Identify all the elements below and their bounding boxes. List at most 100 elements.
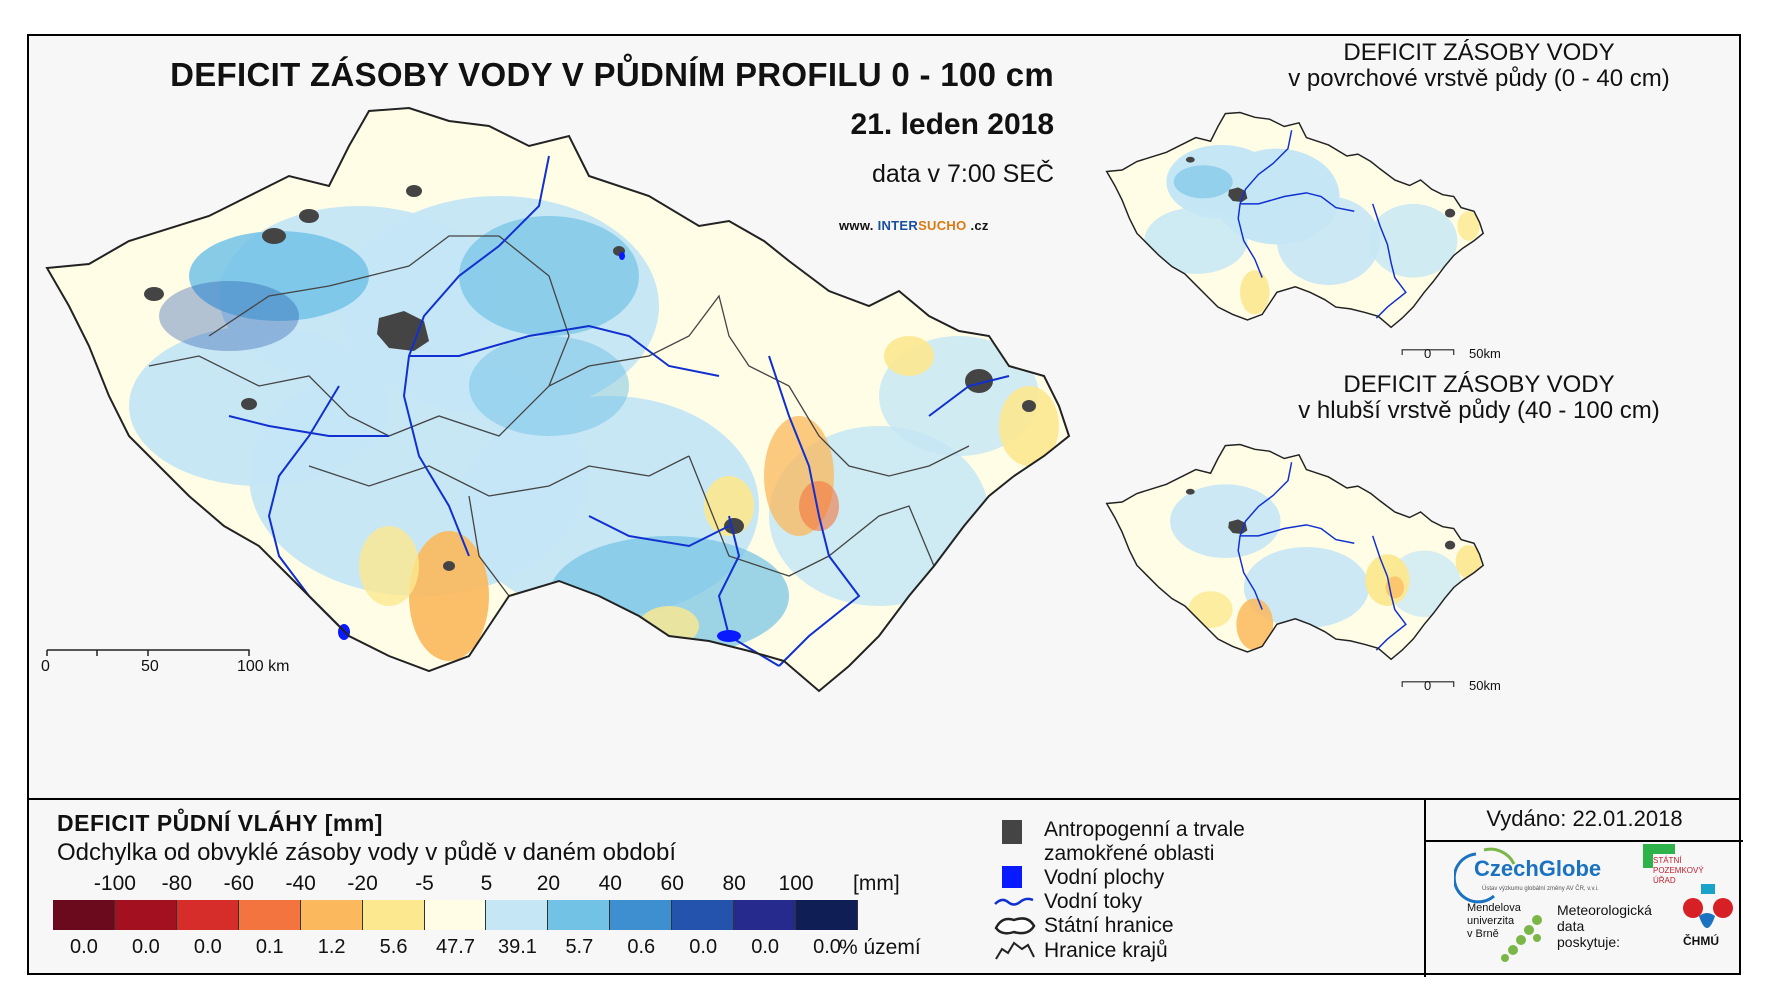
legend-swatch (238, 900, 301, 930)
legend-class-break: -5 (415, 872, 434, 895)
water-body-swatch-icon (1002, 866, 1022, 888)
legend-regional-border-label: Hranice krajů (1044, 939, 1168, 962)
deficit-areas (129, 196, 1059, 661)
legend-pct-value: 0.1 (255, 936, 284, 958)
main-scalebar-label-0: 0 (41, 658, 50, 675)
mendelu-logo-line3: v Brně (1467, 928, 1499, 940)
chmu-logo-icon (1683, 884, 1733, 928)
chmu-logo-text: ČHMÚ (1683, 934, 1719, 948)
spu-logo-line1: STÁTNÍ (1653, 856, 1682, 865)
legend-class-break: -40 (285, 872, 316, 895)
legend-class-break: 100 (778, 872, 814, 895)
legend-rivers-label: Vodní toky (1044, 890, 1143, 913)
mendelu-logo-line2: univerzita (1467, 915, 1515, 927)
website-part-inter: INTER (877, 218, 919, 233)
main-scalebar-label-50: 50 (141, 658, 159, 675)
inset-top-title: DEFICIT ZÁSOBY VODY v povrchové vrstvě p… (1219, 40, 1739, 92)
anthropogenic-swatch-icon (1002, 820, 1022, 844)
legend-swatch (672, 900, 735, 930)
czechglobe-logo-subtitle: Ústav výzkumu globální změny AV ČR, v.v.… (1482, 886, 1599, 892)
inset-bottom-scale-50: 50km (1469, 678, 1501, 693)
main-scalebar (46, 649, 250, 656)
website-part-sucho: SUCHO (918, 218, 967, 233)
legend-swatch (114, 900, 177, 930)
mendelu-dots-icon (1501, 915, 1542, 962)
legend-swatch (300, 900, 363, 930)
inset-bottom-map (1105, 443, 1484, 687)
inset-bottom-title: DEFICIT ZÁSOBY VODY v hlubší vrstvě půdy… (1219, 372, 1739, 424)
main-scalebar-label-100: 100 km (237, 658, 290, 675)
czechglobe-logo: CzechGlobe Ústav výzkumu globální změny … (1452, 844, 1624, 909)
legend-water-bodies-label: Vodní plochy (1044, 866, 1165, 889)
inset-top-map (1105, 111, 1484, 355)
website-prefix: www. (839, 218, 878, 233)
legend-pct-value: 0.0 (689, 936, 718, 958)
spu-logo-line3: ÚŘAD (1653, 876, 1676, 885)
legend-class-break: -100 (93, 872, 136, 895)
website-link[interactable]: www. INTERSUCHO .cz (839, 218, 989, 233)
legend-pct-value: 5.6 (379, 936, 408, 958)
legend-pct-value: 0.0 (193, 936, 222, 958)
legend-divider (29, 798, 1739, 800)
spu-logo-icon (1643, 844, 1675, 868)
legend-class-break: -80 (161, 872, 193, 895)
inset-bottom-title-line1: DEFICIT ZÁSOBY VODY (1343, 371, 1615, 398)
legend-pct-value: 0.0 (131, 936, 160, 958)
issued-underline (1426, 840, 1743, 842)
met-data-line1: Meteorologická (1557, 902, 1652, 918)
map-time-info: data v 7:00 SEČ (871, 160, 1054, 188)
legend-class-break: 60 (660, 872, 684, 895)
spu-logo-text: STÁTNÍ POZEMKOVÝ ÚŘAD (1653, 856, 1704, 886)
legend-state-border: Státní hranice (994, 914, 1174, 938)
inset-bottom-scale-0: 0 (1424, 678, 1432, 693)
chmu-logo: ČHMÚ (1681, 884, 1733, 948)
legend-pct-unit: % území (839, 936, 921, 959)
legend-class-break: 5 (480, 872, 493, 895)
state-border-icon (994, 917, 1036, 935)
main-map (46, 107, 1070, 692)
legend-pct-value: 39.1 (497, 936, 537, 958)
legend-swatch (796, 900, 858, 930)
legend-swatch (362, 900, 425, 930)
legend-water-bodies: Vodní plochy (1002, 866, 1165, 890)
legend-regional-border: Hranice krajů (995, 939, 1168, 963)
legend-unit: [mm] (853, 872, 900, 895)
legend-pct-value: 1.2 (317, 936, 346, 958)
legend-swatch (176, 900, 239, 930)
issued-divider (1424, 798, 1426, 977)
legend-class-break: -60 (223, 872, 254, 895)
met-data-line2: data (1557, 918, 1585, 934)
regional-border-icon (995, 941, 1035, 960)
map-date: 21. leden 2018 (850, 108, 1054, 141)
legend-swatch (548, 900, 611, 930)
legend-subtitle: Odchylka od obvyklé zásoby vody v půdě v… (57, 839, 677, 866)
inset-top-scale-0: 0 (1424, 346, 1432, 361)
map-sheet: 0 50 100 km DEFICIT ZÁSOBY VODY V PŮDNÍM… (27, 34, 1743, 977)
page-title: DEFICIT ZÁSOBY VODY V PŮDNÍM PROFILU 0 -… (170, 56, 1054, 93)
legend-anthropogenic: Antropogenní a trvale zamokřené oblasti (1002, 818, 1245, 866)
legend-pct-value: 47.7 (436, 936, 475, 958)
legend-title: DEFICIT PŮDNÍ VLÁHY [mm] (57, 810, 383, 836)
met-data-line3: poskytuje: (1557, 934, 1621, 950)
legend-pct-value: 0.0 (70, 936, 98, 958)
legend-swatch (486, 900, 549, 930)
legend-swatch (734, 900, 797, 930)
mendelu-logo-text: Mendelova univerzita v Brně (1467, 902, 1521, 941)
legend-swatch (610, 900, 673, 930)
legend-class-break: -20 (347, 872, 378, 895)
legend-class-break: 40 (598, 872, 622, 895)
legend-pct-value: 5.7 (565, 936, 594, 958)
legend-class-break: 80 (722, 872, 746, 895)
spu-logo: STÁTNÍ POZEMKOVÝ ÚŘAD (1641, 842, 1704, 885)
mendelu-logo-line1: Mendelova (1467, 902, 1521, 914)
legend-anthropogenic-line1: Antropogenní a trvale (1044, 818, 1245, 841)
inset-top-title-line2: v povrchové vrstvě půdy (0 - 40 cm) (1288, 65, 1670, 92)
legend-pct-value: 0.0 (813, 936, 841, 958)
legend-colorbar (53, 900, 858, 930)
inset-top-scale-50: 50km (1469, 346, 1501, 361)
legend-rivers: Vodní toky (994, 890, 1143, 914)
inset-top-title-line1: DEFICIT ZÁSOBY VODY (1343, 39, 1615, 66)
legend-state-border-label: Státní hranice (1044, 914, 1174, 937)
legend-swatch (53, 900, 115, 930)
anthropogenic-areas (144, 185, 1036, 571)
